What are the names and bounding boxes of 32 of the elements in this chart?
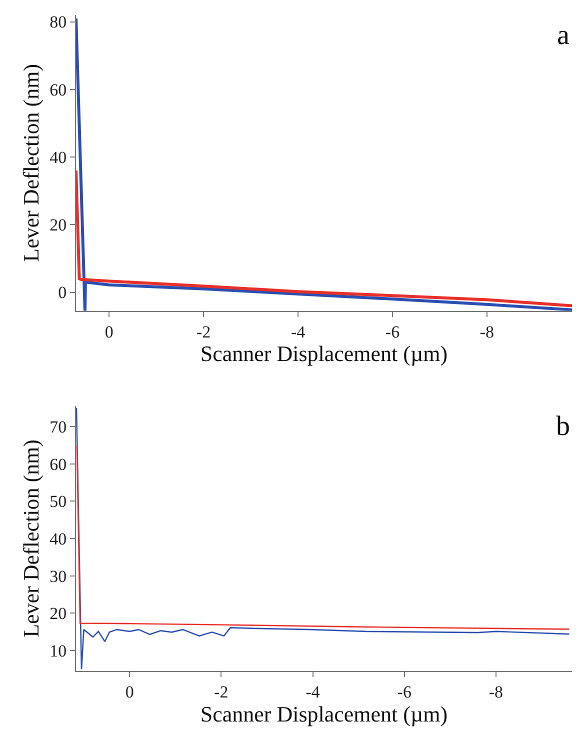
y-axis-title: Lever Deflection (nm): [18, 440, 44, 638]
x-axis-title: Scanner Displacement (µm): [200, 341, 448, 366]
line-series: [76, 407, 570, 670]
x-tick-label: -6: [397, 682, 412, 702]
y-tick-label: 40: [50, 148, 67, 167]
y-tick-label: 0: [58, 283, 67, 302]
line-series: [76, 169, 572, 308]
y-tick-label: 60: [50, 80, 67, 100]
annotation: a: [557, 20, 570, 51]
y-tick-label: 20: [50, 216, 67, 235]
x-tick-label: -8: [480, 322, 494, 342]
y-tick-label: 50: [50, 492, 67, 512]
y-tick-label: 70: [50, 417, 67, 436]
y-tick-label: 40: [50, 529, 67, 548]
y-axis-title: Lever Deflection (nm): [18, 64, 44, 262]
y-tick-label: 20: [50, 604, 67, 624]
y-tick-label: 80: [50, 12, 67, 32]
x-tick-label: -6: [385, 322, 400, 342]
line-series: [76, 444, 570, 630]
x-tick-label: -8: [488, 682, 504, 702]
x-tick-label: -4: [290, 322, 306, 342]
y-tick-label: 10: [50, 641, 67, 660]
x-axis-title: Scanner Displacement (µm): [200, 701, 448, 726]
y-tick-label: 30: [50, 566, 67, 586]
x-tick-label: 0: [125, 682, 134, 702]
x-tick-label: 0: [104, 322, 114, 342]
x-tick-label: -2: [196, 322, 211, 342]
y-tick-label: 60: [50, 454, 67, 474]
annotation: b: [556, 411, 570, 442]
x-tick-label: -4: [306, 682, 320, 702]
line-series: [76, 16, 572, 311]
x-tick-label: -2: [214, 682, 228, 702]
